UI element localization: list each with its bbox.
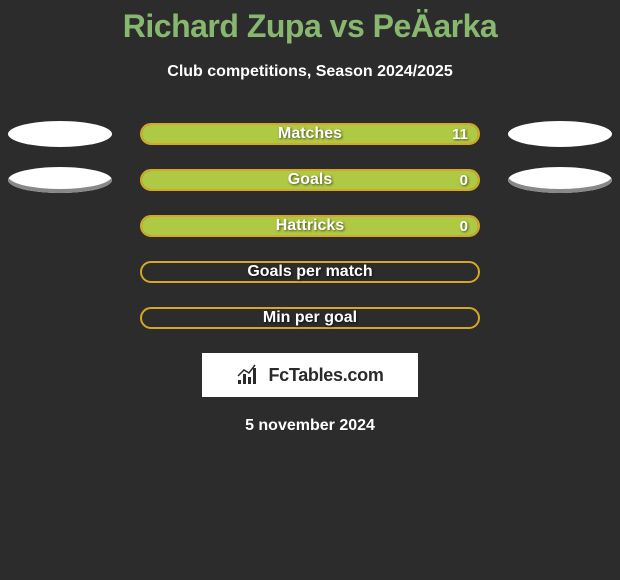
- stat-row: Matches 11: [0, 123, 620, 145]
- logo-text: FcTables.com: [268, 365, 383, 386]
- stat-value: 0: [460, 218, 468, 235]
- stat-label: Hattricks: [276, 217, 344, 235]
- ellipse-marker-right: [508, 121, 612, 147]
- stat-row: Goals per match: [0, 261, 620, 283]
- stat-row: Goals 0: [0, 169, 620, 191]
- subtitle: Club competitions, Season 2024/2025: [0, 63, 620, 81]
- stat-row: Min per goal: [0, 307, 620, 329]
- date-text: 5 november 2024: [0, 417, 620, 435]
- stat-bar: Matches 11: [140, 123, 480, 145]
- ellipse-marker-right: [508, 167, 612, 193]
- stat-bar: Goals 0: [140, 169, 480, 191]
- stat-label: Goals per match: [247, 263, 372, 281]
- ellipse-marker-left: [8, 121, 112, 147]
- stat-bar: Min per goal: [140, 307, 480, 329]
- stat-label: Goals: [288, 171, 332, 189]
- page-title: Richard Zupa vs PeÄarka: [0, 0, 620, 45]
- stat-row: Hattricks 0: [0, 215, 620, 237]
- ellipse-marker-left: [8, 167, 112, 193]
- stat-value: 0: [460, 172, 468, 189]
- stat-label: Min per goal: [263, 309, 357, 327]
- stat-bar: Goals per match: [140, 261, 480, 283]
- bar-chart-icon: [236, 364, 262, 386]
- site-logo[interactable]: FcTables.com: [202, 353, 418, 397]
- stats-area: Matches 11 Goals 0 Hattricks 0 Goals per match…: [0, 123, 620, 329]
- stat-bar: Hattricks 0: [140, 215, 480, 237]
- stat-value: 11: [452, 126, 468, 143]
- stat-label: Matches: [278, 125, 342, 143]
- comparison-card: Richard Zupa vs PeÄarka Club competition…: [0, 0, 620, 435]
